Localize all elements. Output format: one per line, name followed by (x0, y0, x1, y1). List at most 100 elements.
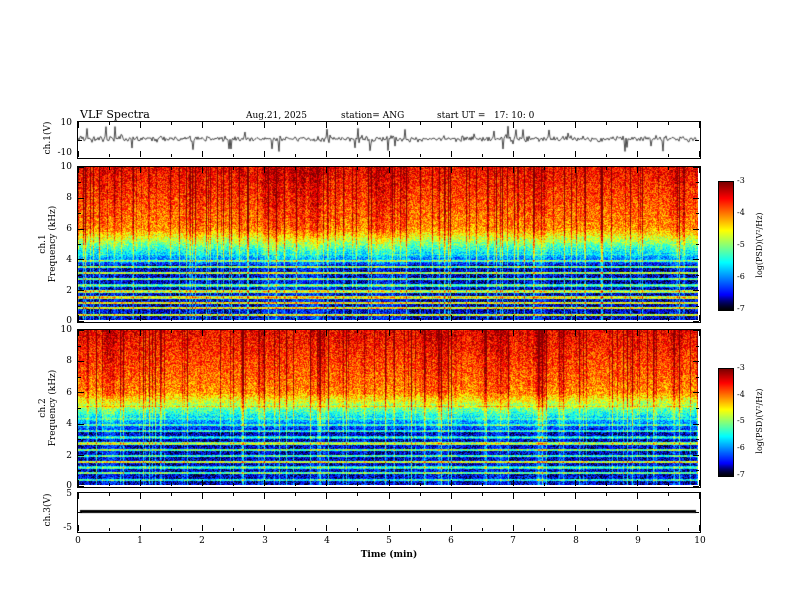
tick-mark (606, 330, 607, 333)
tick-mark (202, 315, 203, 321)
tick-mark (389, 167, 390, 173)
tick-mark (78, 198, 84, 199)
ch1-spec-ytick: 8 (66, 193, 72, 203)
tick-mark (140, 525, 141, 531)
tick-mark (695, 512, 699, 513)
tick-mark (202, 122, 203, 128)
ch1-spec-ytick: 6 (66, 224, 72, 234)
start-ut-label: start UT = 17: 10: 0 (437, 111, 535, 121)
tick-mark (171, 154, 172, 157)
tick-mark (78, 306, 81, 307)
tick-mark (389, 525, 390, 531)
tick-mark (326, 167, 327, 173)
tick-mark (575, 480, 576, 486)
tick-mark (202, 330, 203, 336)
tick-mark (295, 493, 296, 496)
tick-mark (357, 122, 358, 125)
cb1-tick: -7 (737, 304, 745, 313)
tick-mark (326, 122, 327, 128)
tick-mark (544, 528, 545, 531)
tick-mark (389, 480, 390, 486)
tick-mark (544, 493, 545, 496)
tick-mark (544, 483, 545, 486)
tick-mark (389, 493, 390, 499)
tick-mark (171, 167, 172, 170)
tick-mark (482, 330, 483, 333)
tick-mark (109, 493, 110, 496)
tick-mark (606, 167, 607, 170)
x-tick-label: 1 (137, 536, 143, 546)
station-label: station= ANG (341, 111, 405, 121)
tick-mark (575, 151, 576, 157)
ch2-spec-ytick: 2 (66, 451, 72, 461)
x-tick-label: 6 (448, 536, 454, 546)
tick-mark (544, 330, 545, 333)
tick-mark (693, 167, 699, 168)
cb1-tick: -5 (737, 240, 745, 249)
tick-mark (693, 361, 699, 362)
tick-mark (513, 480, 514, 486)
tick-mark (326, 493, 327, 499)
x-tick-label: 3 (262, 536, 268, 546)
tick-mark (696, 244, 699, 245)
tick-mark (668, 167, 669, 170)
tick-mark (109, 122, 110, 125)
tick-mark (140, 167, 141, 173)
tick-mark (264, 330, 265, 336)
tick-mark (357, 154, 358, 157)
tick-mark (696, 377, 699, 378)
tick-mark (140, 480, 141, 486)
tick-mark (357, 493, 358, 496)
tick-mark (295, 330, 296, 333)
ch1-spectrogram-panel (77, 166, 701, 323)
x-tick-label: 2 (199, 536, 205, 546)
tick-mark (693, 330, 699, 331)
tick-mark (544, 318, 545, 321)
tick-mark (451, 122, 452, 128)
tick-mark (606, 528, 607, 531)
tick-mark (420, 122, 421, 125)
ch2-spec-ytick: 8 (66, 356, 72, 366)
tick-mark (696, 346, 699, 347)
cb2-axis-title: log(PSD)(V²/Hz) (755, 388, 764, 454)
tick-mark (420, 483, 421, 486)
tick-mark (606, 483, 607, 486)
tick-mark (482, 167, 483, 170)
tick-mark (295, 528, 296, 531)
tick-mark (451, 525, 452, 531)
tick-mark (606, 318, 607, 321)
tick-mark (606, 493, 607, 496)
ch1-spec-ylabel: ch.1 Frequency (kHz) (38, 162, 58, 326)
tick-mark (513, 167, 514, 173)
tick-mark (171, 528, 172, 531)
tick-mark (78, 470, 81, 471)
tick-mark (637, 480, 638, 486)
x-tick-label: 0 (75, 536, 81, 546)
tick-mark (326, 525, 327, 531)
tick-mark (699, 122, 700, 128)
ch1-spec-ytick: 0 (66, 316, 72, 326)
tick-mark (420, 528, 421, 531)
tick-mark (140, 315, 141, 321)
ch1-spec-ytick: 10 (60, 162, 72, 172)
tick-mark (451, 151, 452, 157)
tick-mark (78, 525, 79, 531)
tick-mark (637, 167, 638, 173)
x-tick-label: 7 (510, 536, 516, 546)
tick-mark (699, 525, 700, 531)
tick-mark (357, 167, 358, 170)
tick-mark (696, 470, 699, 471)
tick-mark (420, 154, 421, 157)
ch1-waveform-canvas (78, 122, 698, 156)
tick-mark (78, 424, 84, 425)
tick-mark (233, 483, 234, 486)
tick-mark (668, 122, 669, 125)
ch2-spectrogram-panel (77, 329, 701, 488)
tick-mark (78, 140, 82, 141)
tick-mark (295, 318, 296, 321)
tick-mark (668, 330, 669, 333)
tick-mark (693, 229, 699, 230)
tick-mark (699, 151, 700, 157)
tick-mark (637, 525, 638, 531)
